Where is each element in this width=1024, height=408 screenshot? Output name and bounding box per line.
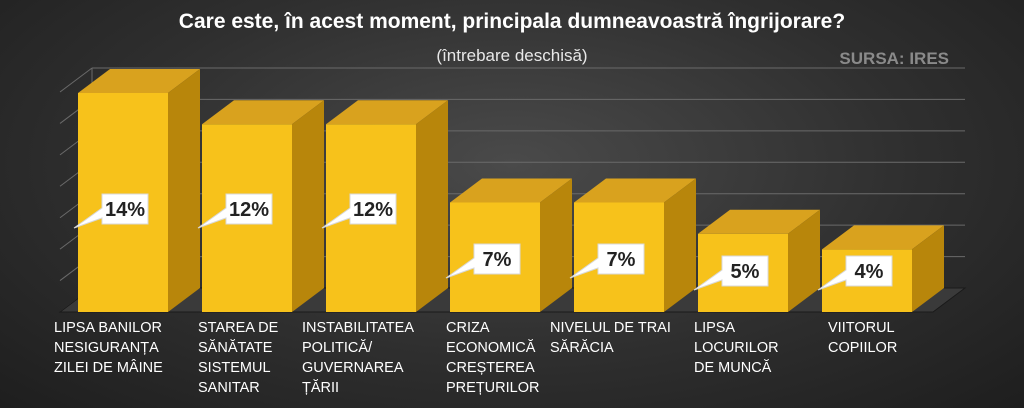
category-label-line: NIVELUL DE TRAI bbox=[550, 320, 671, 336]
data-label: 14% bbox=[105, 199, 145, 221]
bar: 7% bbox=[569, 178, 696, 312]
data-label: 5% bbox=[731, 261, 760, 283]
data-label: 4% bbox=[855, 261, 884, 283]
bar: 7% bbox=[445, 178, 572, 312]
bar-side-face bbox=[292, 100, 324, 313]
category-label-line: INSTABILITATEA bbox=[302, 320, 414, 336]
bar-top-face bbox=[202, 100, 324, 125]
bar-side-face bbox=[912, 225, 944, 312]
bar-side-face bbox=[664, 178, 696, 312]
category-label-line: ȚĂRII bbox=[302, 380, 340, 396]
bar-side-face bbox=[168, 69, 200, 312]
category-label-line: LIPSA BANILOR bbox=[54, 320, 162, 336]
category-label-line: ECONOMICĂ bbox=[446, 340, 536, 356]
data-label: 7% bbox=[607, 249, 636, 271]
bar-top-face bbox=[574, 178, 696, 203]
category-label: LIPSA BANILOR NESIGURANȚA ZILEI DE MÂINE bbox=[54, 318, 176, 378]
category-label-line: LOCURILOR bbox=[694, 340, 779, 356]
category-label-line: SANITAR bbox=[198, 380, 260, 396]
chart-subtitle: (întrebare deschisă) bbox=[436, 46, 588, 65]
data-label: 12% bbox=[353, 199, 393, 221]
data-label-callout bbox=[321, 193, 397, 229]
category-label: LIPSA LOCURILOR DE MUNCĂ bbox=[694, 318, 816, 378]
category-label-line: VIITORUL bbox=[828, 320, 895, 336]
source-label: SURSA: IRES bbox=[839, 49, 949, 68]
category-label-line: SISTEMUL bbox=[198, 360, 271, 376]
data-label: 12% bbox=[229, 199, 269, 221]
category-label: CRIZA ECONOMICĂ CREȘTEREA PREȚURILOR bbox=[446, 318, 568, 398]
bar: 4% bbox=[817, 225, 944, 312]
bar-side-face bbox=[540, 178, 572, 312]
data-label-callout bbox=[817, 255, 893, 291]
category-label-line: CRIZA bbox=[446, 320, 490, 336]
bars-group: 14% 12% 12% 7% 7% 5% 4% bbox=[73, 69, 944, 313]
category-label-line: NESIGURANȚA bbox=[54, 340, 159, 356]
category-label-line: POLITICĂ/ bbox=[302, 340, 373, 356]
bar-top-face bbox=[822, 225, 944, 250]
category-label-line: ZILEI DE MÂINE bbox=[54, 360, 163, 376]
bar: 12% bbox=[321, 100, 448, 313]
data-label: 7% bbox=[483, 249, 512, 271]
category-label: STAREA DE SĂNĂTATE SISTEMUL SANITAR bbox=[198, 318, 320, 398]
category-label-line: LIPSA bbox=[694, 320, 736, 336]
bar: 12% bbox=[197, 100, 324, 313]
category-label-line: SĂNĂTATE bbox=[198, 340, 273, 356]
data-label-callout bbox=[445, 243, 521, 279]
chart-title: Care este, în acest moment, principala d… bbox=[178, 10, 846, 33]
category-label-line: STAREA DE bbox=[198, 320, 279, 336]
grid-line-side bbox=[59, 67, 93, 93]
category-label: VIITORUL COPIILOR bbox=[828, 318, 950, 358]
category-label: INSTABILITATEA POLITICĂ/GUVERNAREA ȚĂRII bbox=[302, 318, 424, 398]
data-label-callout bbox=[569, 243, 645, 279]
data-label-callout bbox=[693, 255, 769, 291]
bar-top-face bbox=[78, 69, 200, 93]
data-label-callout bbox=[73, 193, 149, 229]
category-label: NIVELUL DE TRAI SĂRĂCIA bbox=[550, 318, 672, 358]
category-label-line: GUVERNAREA bbox=[302, 360, 404, 376]
bar-top-face bbox=[698, 209, 820, 234]
bar-side-face bbox=[788, 209, 820, 312]
category-label-line: SĂRĂCIA bbox=[550, 340, 614, 356]
data-label-callout bbox=[197, 193, 273, 229]
bar-top-face bbox=[326, 100, 448, 125]
bar-top-face bbox=[450, 178, 572, 203]
category-label-line: PREȚURILOR bbox=[446, 380, 540, 396]
category-label-line: DE MUNCĂ bbox=[694, 360, 772, 376]
bar-side-face bbox=[416, 100, 448, 313]
bar: 14% bbox=[73, 69, 200, 312]
bar: 5% bbox=[693, 209, 820, 312]
category-label-line: COPIILOR bbox=[828, 340, 898, 356]
category-label-line: CREȘTEREA bbox=[446, 360, 535, 376]
